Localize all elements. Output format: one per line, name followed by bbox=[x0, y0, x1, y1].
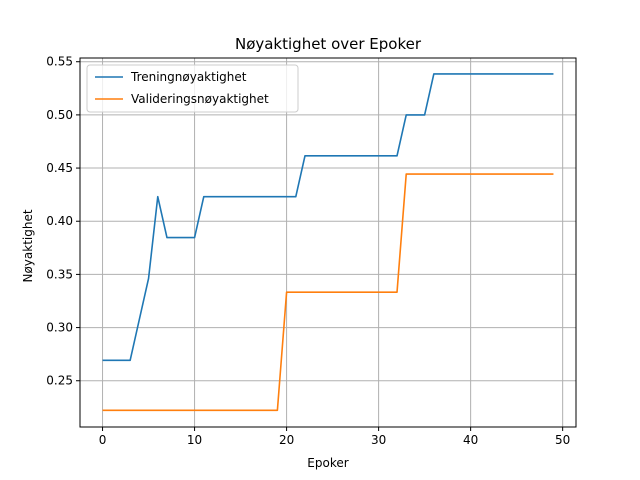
y-tick-label: 0.40 bbox=[46, 214, 73, 228]
y-tick-label: 0.50 bbox=[46, 108, 73, 122]
x-axis-label: Epoker bbox=[307, 456, 348, 470]
legend: Treningnøyaktighet Valideringsnøyaktighet bbox=[86, 64, 299, 113]
y-tick-label: 0.55 bbox=[46, 55, 73, 69]
axes-frame bbox=[79, 57, 577, 428]
series-lines bbox=[102, 73, 554, 412]
legend-box bbox=[86, 64, 299, 113]
grid bbox=[80, 58, 576, 427]
x-tick-label: 40 bbox=[463, 433, 478, 447]
chart-title: Nøyaktighet over Epoker bbox=[235, 35, 422, 53]
series-line-1 bbox=[102, 173, 554, 412]
series-line-0 bbox=[102, 73, 554, 362]
y-axis-label: Nøyaktighet bbox=[21, 209, 35, 282]
y-tick-label: 0.35 bbox=[46, 267, 73, 281]
x-tick-label: 50 bbox=[555, 433, 570, 447]
legend-label-0: Treningnøyaktighet bbox=[130, 70, 247, 84]
y-tick-label: 0.45 bbox=[46, 161, 73, 175]
y-tick-label: 0.30 bbox=[46, 321, 73, 335]
legend-label-1: Valideringsnøyaktighet bbox=[131, 92, 269, 106]
y-ticks: 0.25 0.30 0.35 0.40 0.45 0.50 0.55 bbox=[46, 55, 80, 388]
x-tick-label: 10 bbox=[187, 433, 202, 447]
x-tick-label: 30 bbox=[371, 433, 386, 447]
x-ticks: 0 10 20 30 40 50 bbox=[99, 427, 570, 447]
y-tick-label: 0.25 bbox=[46, 374, 73, 388]
x-tick-label: 0 bbox=[99, 433, 107, 447]
x-tick-label: 20 bbox=[279, 433, 294, 447]
